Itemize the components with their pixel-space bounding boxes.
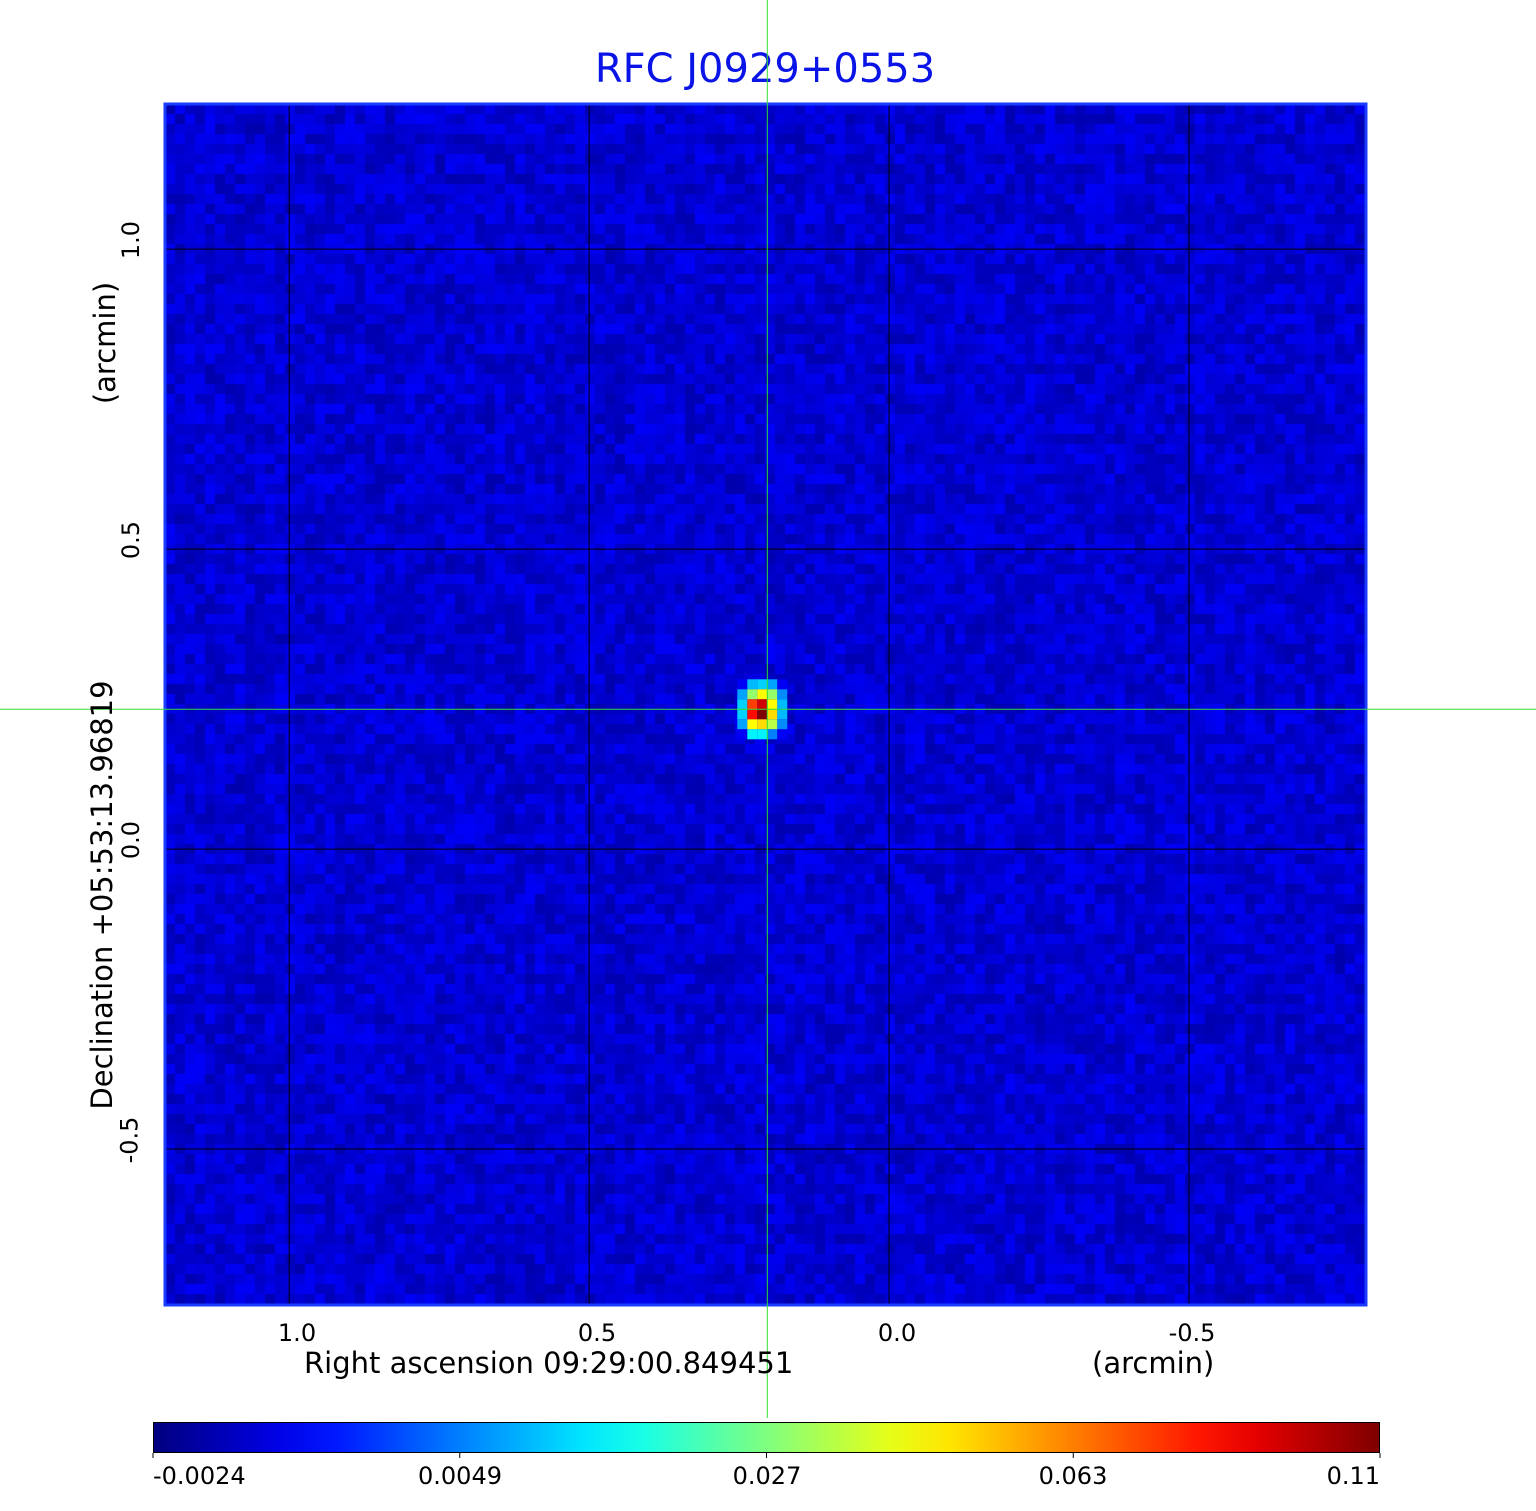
- colorbar-tick-label: 0.0049: [418, 1462, 502, 1490]
- x-axis-unit: (arcmin): [1092, 1346, 1215, 1380]
- source-pixel: [737, 709, 748, 720]
- y-axis-label: Declination +05:53:13.96819: [85, 680, 119, 1110]
- source-pixel: [737, 689, 748, 700]
- source-pixel: [767, 729, 778, 740]
- source-pixel: [777, 709, 788, 720]
- source-pixel: [747, 729, 758, 740]
- colorbar: [153, 1422, 1380, 1453]
- x-tick-label: 0.5: [577, 1319, 617, 1347]
- source-pixel: [747, 689, 758, 700]
- x-tick-label: 0.0: [877, 1319, 917, 1347]
- source-pixel: [777, 699, 788, 710]
- source-pixel: [757, 699, 768, 710]
- source-pixel: [737, 729, 748, 740]
- source-pixel: [747, 699, 758, 710]
- x-tick-label: -0.5: [1168, 1319, 1216, 1347]
- source-pixel: [767, 679, 778, 690]
- y-axis-unit: (arcmin): [88, 281, 122, 405]
- colorbar-tick-label: 0.063: [1038, 1462, 1108, 1490]
- chart-title: RFC J0929+0553: [594, 46, 936, 92]
- colorbar-tick-label: 0.027: [732, 1462, 802, 1490]
- source-pixel: [777, 679, 788, 690]
- x-tick-label: 1.0: [277, 1319, 317, 1347]
- plot-frame: [163, 102, 1368, 1307]
- source-pixel: [757, 689, 768, 700]
- source-pixel: [777, 719, 788, 730]
- source-pixel: [767, 719, 778, 730]
- colorbar-tick-label: -0.0024: [153, 1462, 246, 1490]
- y-tick-label: -0.5: [115, 1116, 144, 1164]
- source-pixel: [747, 719, 758, 730]
- source-pixel: [767, 689, 778, 700]
- source-pixel: [777, 689, 788, 700]
- source-pixel: [737, 719, 748, 730]
- x-axis-label: Right ascension 09:29:00.849451: [304, 1346, 794, 1380]
- source-pixel: [777, 729, 788, 740]
- source-pixel: [747, 679, 758, 690]
- source-pixel: [757, 729, 768, 740]
- source-pixel: [737, 679, 748, 690]
- y-tick-label: 1.0: [117, 220, 146, 260]
- source-pixel: [737, 699, 748, 710]
- source-pixel: [767, 699, 778, 710]
- y-tick-label: 0.0: [117, 820, 146, 860]
- source-pixel: [757, 719, 768, 730]
- y-tick-label: 0.5: [117, 520, 146, 560]
- heatmap-plot-area: [163, 102, 1368, 1307]
- source-pixel: [767, 709, 778, 720]
- source-pixel: [757, 709, 768, 720]
- source-pixel: [747, 709, 758, 720]
- colorbar-tick-label: 0.11: [1326, 1462, 1380, 1490]
- source-pixel: [757, 679, 768, 690]
- heatmap-overlay: [163, 102, 1368, 1307]
